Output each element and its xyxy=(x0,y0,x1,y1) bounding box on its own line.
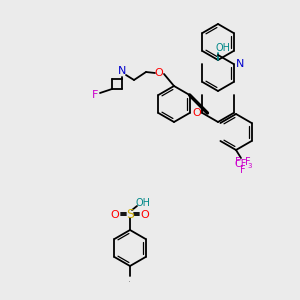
Text: 3: 3 xyxy=(248,163,252,169)
Text: S: S xyxy=(126,208,134,220)
Text: O: O xyxy=(141,210,149,220)
Text: N: N xyxy=(118,66,126,76)
Text: N: N xyxy=(236,59,244,69)
Text: F: F xyxy=(235,157,241,167)
Text: O: O xyxy=(111,210,119,220)
Text: OH: OH xyxy=(215,43,230,53)
Text: CH₃: CH₃ xyxy=(129,280,131,281)
Text: OH: OH xyxy=(136,198,151,208)
Text: F: F xyxy=(92,90,98,100)
Text: F: F xyxy=(240,165,246,175)
Text: O: O xyxy=(154,68,164,78)
Text: F: F xyxy=(245,157,251,167)
Text: O: O xyxy=(192,108,201,118)
Text: CF: CF xyxy=(235,159,247,169)
